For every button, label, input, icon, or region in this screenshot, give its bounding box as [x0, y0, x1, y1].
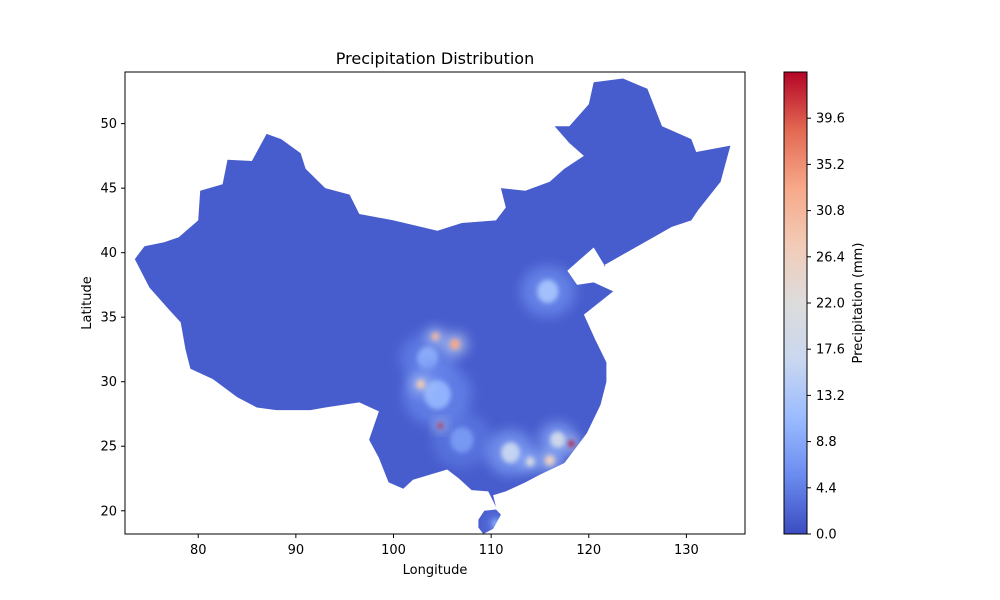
colorbar-tick-label: 0.0 [816, 528, 837, 543]
precipitation-hotspot [544, 455, 555, 466]
precipitation-hotspot [437, 422, 443, 429]
y-tick-label: 50 [100, 117, 117, 132]
y-tick-label: 20 [100, 504, 117, 519]
x-tick-label: 120 [576, 543, 601, 558]
x-tick-label: 80 [190, 543, 207, 558]
colorbar-tick-label: 22.0 [816, 297, 845, 312]
y-tick-label: 35 [100, 311, 117, 326]
y-axis: 20 25 30 35 40 45 50 [100, 117, 125, 519]
precipitation-hotspot [450, 426, 474, 453]
colorbar: 0.0 4.4 8.8 13.2 17.6 22.0 26.4 30.8 35.2 39.6 Pr… [783, 71, 866, 543]
colorbar-tick-label: 4.4 [816, 481, 837, 496]
y-tick-label: 45 [100, 182, 117, 197]
precipitation-hotspot-halo [485, 513, 507, 534]
y-tick-label: 25 [100, 440, 117, 455]
precipitation-hotspot [537, 279, 559, 304]
colorbar-tick-label: 13.2 [816, 389, 845, 404]
x-tick-label: 90 [288, 543, 305, 558]
x-axis-label: Longitude [403, 563, 468, 578]
precipitation-hotspot [550, 431, 566, 448]
colorbar-tick-label: 8.8 [816, 435, 837, 450]
colorbar-gradient [783, 71, 808, 535]
colorbar-tick-label: 39.6 [816, 112, 845, 127]
precipitation-hotspot [431, 332, 440, 341]
chart-title: Precipitation Distribution [336, 49, 534, 68]
precipitation-hotspot [525, 457, 535, 467]
y-axis-label: Latitude [80, 276, 95, 330]
colorbar-tick-label: 17.6 [816, 343, 845, 358]
colorbar-tick-label: 26.4 [816, 250, 845, 265]
precipitation-hotspot [491, 518, 501, 529]
plot-area [124, 71, 746, 535]
mainland-region [134, 78, 731, 507]
x-axis: 80 90 100 110 120 130 [190, 534, 699, 558]
precipitation-hotspot [501, 442, 521, 464]
x-tick-label: 100 [381, 543, 406, 558]
x-tick-label: 130 [674, 543, 699, 558]
x-tick-label: 110 [479, 543, 504, 558]
precipitation-hotspot [568, 440, 574, 447]
precipitation-hotspot [450, 339, 460, 350]
colorbar-tick-label: 35.2 [816, 158, 845, 173]
precipitation-hotspot [416, 379, 426, 389]
colorbar-tick-label: 30.8 [816, 204, 845, 219]
y-tick-label: 30 [100, 375, 117, 390]
colorbar-label: Precipitation (mm) [851, 243, 866, 364]
plot-frame [124, 71, 746, 535]
colorbar-ticks: 0.0 4.4 8.8 13.2 17.6 22.0 26.4 30.8 35.2 39.6 [807, 112, 845, 543]
y-tick-label: 40 [100, 246, 117, 261]
